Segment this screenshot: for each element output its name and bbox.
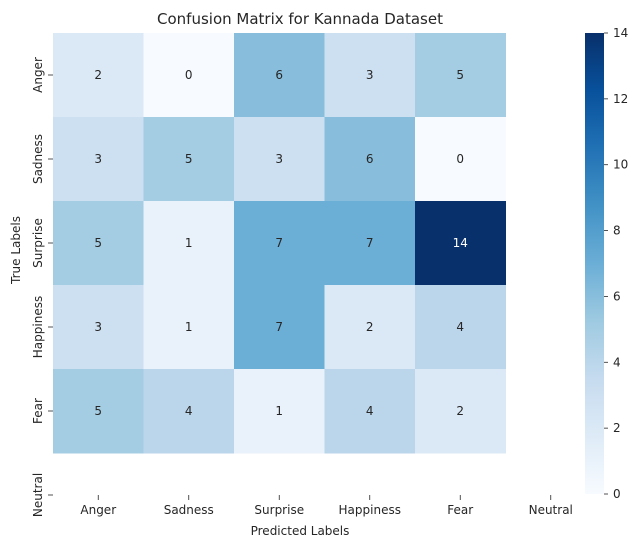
y-tick-label: Anger: [31, 57, 45, 93]
heatmap-cell: [234, 369, 325, 454]
heatmap-cell: [143, 285, 235, 370]
colorbar: [585, 33, 604, 494]
heatmap-cell: [53, 117, 144, 202]
colorbar-tick-label: 14: [613, 26, 628, 40]
heatmap-cell: [53, 285, 144, 370]
cell-value-label: 5: [456, 68, 464, 82]
x-tick-label: Sadness: [164, 503, 214, 517]
chart-title: Confusion Matrix for Kannada Dataset: [157, 10, 443, 28]
heatmap-cell: [415, 201, 506, 286]
x-tick-label: Neutral: [529, 503, 573, 517]
heatmap-cell: [143, 33, 235, 118]
cell-value-label: 7: [275, 320, 283, 334]
cell-value-label: 3: [94, 152, 102, 166]
cell-value-label: 3: [275, 152, 283, 166]
x-tick-label: Anger: [80, 503, 116, 517]
heatmap-cell: [234, 117, 325, 202]
y-tick-label: Happiness: [31, 296, 45, 358]
heatmap-cell: [234, 33, 325, 118]
heatmap-cell: [415, 117, 506, 202]
y-tick-label: Sadness: [31, 134, 45, 184]
colorbar-tick-label: 8: [613, 224, 621, 238]
cell-value-label: 7: [275, 236, 283, 250]
heatmap-cells: 2 0 6 3 53 5 3 6 05 1 7 7 143 1 7 2 45 4 1 4 2: [53, 33, 506, 454]
y-axis-ticks: Anger Sadness Surprise Happiness Fear Neutral: [31, 57, 53, 517]
y-tick-label: Fear: [31, 398, 45, 424]
heatmap-cell: [415, 285, 506, 370]
heatmap-cell: [53, 369, 144, 454]
heatmap-cell: [324, 285, 416, 370]
cell-value-label: 4: [456, 320, 464, 334]
y-tick-label: Surprise: [31, 218, 45, 268]
y-axis-title: True Labels: [9, 216, 23, 285]
cell-value-label: 3: [366, 68, 374, 82]
heatmap-cell: [143, 201, 235, 286]
x-tick-label: Surprise: [254, 503, 304, 517]
cell-value-label: 0: [456, 152, 464, 166]
cell-value-label: 5: [185, 152, 193, 166]
cell-value-label: 5: [94, 236, 102, 250]
heatmap-cell: [324, 33, 416, 118]
colorbar-tick-label: 6: [613, 289, 621, 303]
colorbar-tick-label: 4: [613, 355, 621, 369]
heatmap-cell: [143, 369, 235, 454]
cell-value-label: 6: [366, 152, 374, 166]
cell-value-label: 4: [185, 404, 193, 418]
heatmap-cell: [415, 33, 506, 118]
cell-value-label: 1: [185, 236, 193, 250]
heatmap-cell: [53, 33, 144, 118]
heatmap-cell: [234, 201, 325, 286]
heatmap-cell: [143, 117, 235, 202]
colorbar-tick-label: 12: [613, 92, 628, 106]
heatmap-cell: [324, 117, 416, 202]
cell-value-label: 4: [366, 404, 374, 418]
cell-value-label: 2: [366, 320, 374, 334]
cell-value-label: 7: [366, 236, 374, 250]
heatmap-cell: [415, 369, 506, 454]
cell-value-label: 14: [453, 236, 468, 250]
x-tick-label: Happiness: [339, 503, 401, 517]
colorbar-tick-label: 2: [613, 421, 621, 435]
cell-value-label: 3: [94, 320, 102, 334]
x-tick-label: Fear: [447, 503, 473, 517]
x-axis-title: Predicted Labels: [251, 524, 350, 538]
colorbar-ticks: 0 2 4 6 8 10 12 14: [604, 26, 628, 501]
cell-value-label: 0: [185, 68, 193, 82]
cell-value-label: 1: [275, 404, 283, 418]
cell-value-label: 2: [456, 404, 464, 418]
cell-value-label: 2: [94, 68, 102, 82]
heatmap-cell: [324, 201, 416, 286]
y-tick-label: Neutral: [31, 473, 45, 517]
cell-value-label: 1: [185, 320, 193, 334]
colorbar-tick-label: 0: [613, 487, 621, 501]
heatmap-cell: [234, 285, 325, 370]
x-axis-ticks: Anger Sadness Surprise Happiness Fear Neutral: [80, 495, 573, 517]
cell-value-label: 6: [275, 68, 283, 82]
cell-value-label: 5: [94, 404, 102, 418]
heatmap-cell: [324, 369, 416, 454]
colorbar-tick-label: 10: [613, 158, 628, 172]
heatmap-cell: [53, 201, 144, 286]
